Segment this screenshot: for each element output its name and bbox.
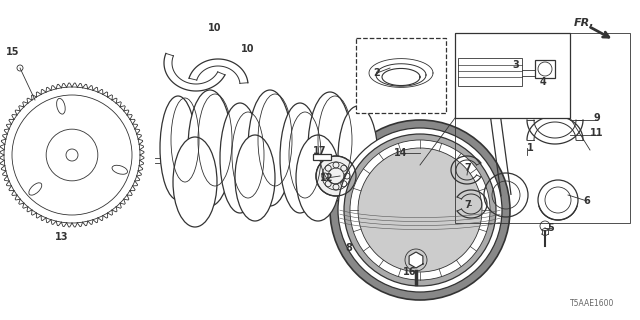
Ellipse shape [338, 106, 378, 210]
Ellipse shape [235, 135, 275, 221]
Ellipse shape [308, 92, 352, 204]
Polygon shape [409, 252, 423, 268]
Text: T5AAE1600: T5AAE1600 [570, 299, 614, 308]
Ellipse shape [29, 183, 42, 195]
Text: 8: 8 [346, 243, 353, 253]
Text: 2: 2 [374, 68, 380, 78]
Ellipse shape [280, 103, 320, 213]
Ellipse shape [160, 96, 196, 200]
Bar [458, 58, 522, 86]
Ellipse shape [220, 103, 260, 213]
Ellipse shape [296, 135, 340, 221]
Circle shape [358, 148, 482, 272]
Circle shape [344, 134, 496, 286]
Circle shape [330, 120, 510, 300]
Text: 11: 11 [590, 128, 604, 138]
Circle shape [316, 156, 356, 196]
Text: 7: 7 [465, 163, 472, 173]
Ellipse shape [56, 98, 65, 114]
Bar [356, 38, 446, 113]
Text: 5: 5 [548, 223, 554, 233]
Text: 3: 3 [513, 60, 520, 70]
Text: 10: 10 [208, 23, 221, 33]
Ellipse shape [248, 90, 292, 206]
Text: 12: 12 [320, 173, 333, 183]
Text: 16: 16 [403, 267, 417, 277]
Ellipse shape [188, 90, 232, 206]
Text: 1: 1 [527, 143, 533, 153]
Text: 15: 15 [6, 47, 20, 57]
Text: 4: 4 [540, 77, 547, 87]
Ellipse shape [112, 165, 127, 174]
Bar [535, 60, 555, 78]
Text: FR.: FR. [574, 18, 595, 28]
Bar [455, 33, 570, 118]
Ellipse shape [458, 40, 522, 76]
Text: 14: 14 [394, 148, 408, 158]
Text: 10: 10 [241, 44, 255, 54]
Text: 13: 13 [55, 232, 68, 242]
Bar [313, 154, 331, 160]
Text: 9: 9 [594, 113, 600, 123]
Circle shape [338, 128, 502, 292]
Circle shape [350, 140, 490, 280]
Text: 17: 17 [313, 146, 327, 156]
Text: 7: 7 [465, 200, 472, 210]
Text: 6: 6 [584, 196, 590, 206]
Bar [455, 33, 630, 223]
Ellipse shape [173, 137, 217, 227]
